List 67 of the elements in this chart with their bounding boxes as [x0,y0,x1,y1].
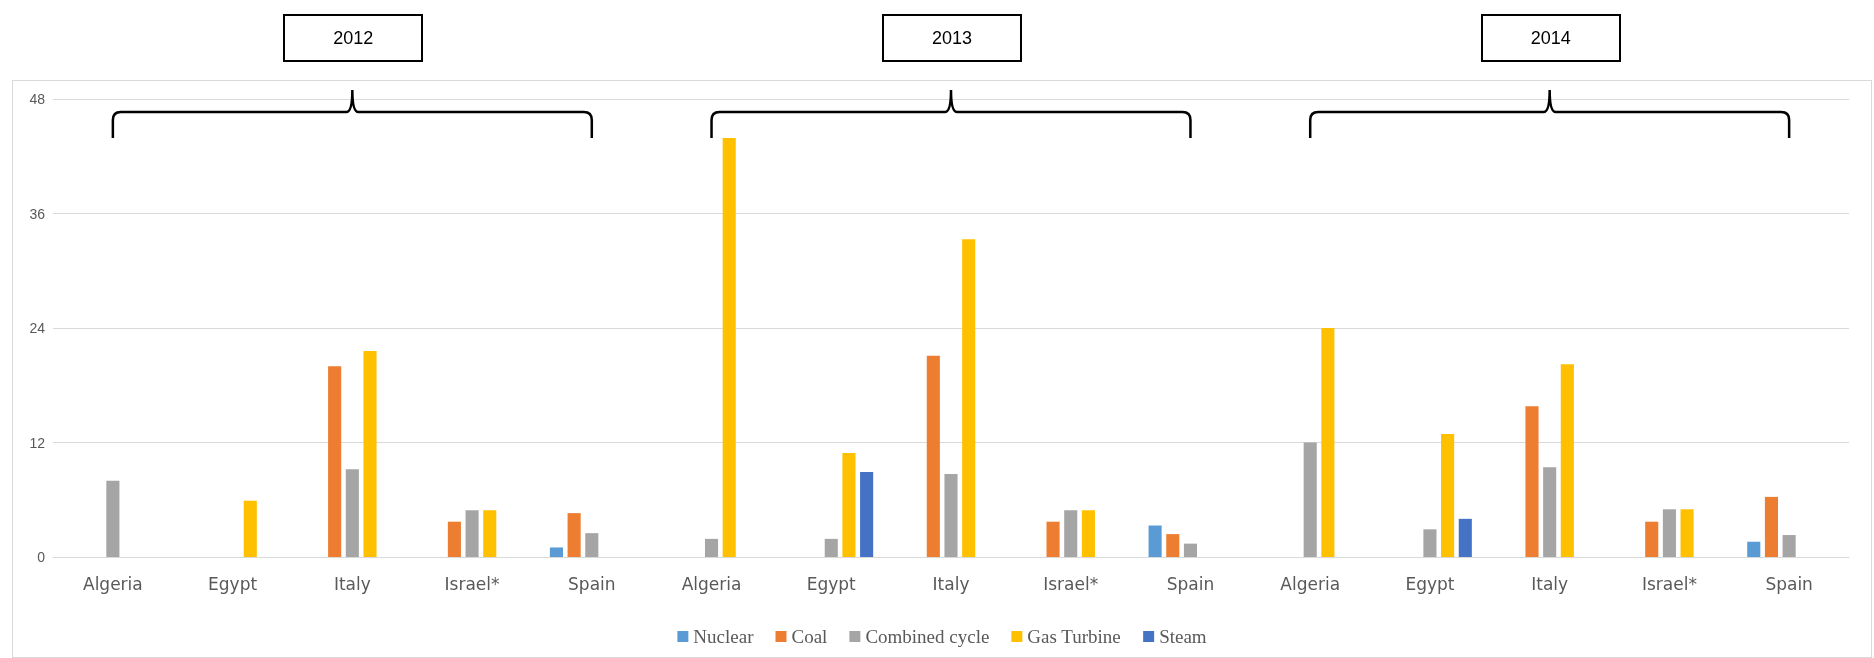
x-tick-label: Italy [333,573,371,594]
x-tick-label: Egypt [1405,573,1455,594]
bar [1183,543,1198,557]
x-tick-label: Spain [568,573,616,594]
x-tick-label: Algeria [681,573,742,594]
bar [483,510,497,557]
y-tick-label: 0 [37,549,46,565]
bar [585,533,599,557]
x-tick-label: Israel* [1641,573,1697,594]
bar [842,453,856,557]
x-tick-label: Spain [1166,573,1215,594]
bar [1680,509,1694,557]
bar [567,513,581,557]
bar [363,350,377,557]
bar [345,469,359,557]
bar [1303,442,1317,557]
bar [860,472,874,557]
x-tick-label: Algeria [83,573,143,594]
x-tick-label: Egypt [806,573,857,594]
bar [1081,510,1095,557]
legend-label: Combined cycle [865,626,990,647]
bar [447,521,461,557]
x-tick-label: Spain [1765,573,1813,594]
bar [1525,406,1539,557]
bar [1560,364,1574,557]
bar [106,480,120,557]
legend-label: Steam [1159,626,1207,647]
bar [1064,510,1078,557]
bar [1441,433,1455,557]
bar [722,138,736,557]
bar [704,538,719,557]
x-tick-label: Italy [1531,573,1569,594]
bar [1764,496,1778,557]
y-tick-label: 36 [29,205,46,222]
y-tick-label: 24 [29,320,46,336]
bar [1458,518,1472,557]
y-tick-label: 12 [29,434,46,451]
text: 2012 [283,14,424,62]
bar [549,547,563,557]
x-tick-label: Israel* [1043,573,1099,594]
bar [1645,521,1659,557]
bar [926,355,940,557]
text: 2013 [882,14,1022,62]
y-tick-label: 48 [29,91,46,107]
bar [1662,509,1676,557]
bar [1423,529,1437,557]
text: 2014 [1480,14,1621,62]
bar [1046,521,1060,557]
legend-label: Nuclear [693,626,755,647]
bar [824,538,838,557]
bar [944,473,958,557]
bar [1148,525,1162,557]
bar [1747,541,1761,557]
bar [328,366,342,557]
bar [243,500,257,557]
bar [1782,535,1796,557]
bar [1166,534,1180,557]
bar [1543,467,1557,557]
bar [465,510,479,557]
x-tick-label: Algeria [1280,573,1341,594]
bar [1321,328,1335,557]
x-tick-label: Israel* [444,573,500,594]
legend-label: Coal [791,626,828,647]
legend-label: Gas Turbine [1027,626,1121,647]
x-tick-label: Egypt [208,573,258,594]
bar [962,239,976,557]
x-tick-label: Italy [932,573,970,594]
